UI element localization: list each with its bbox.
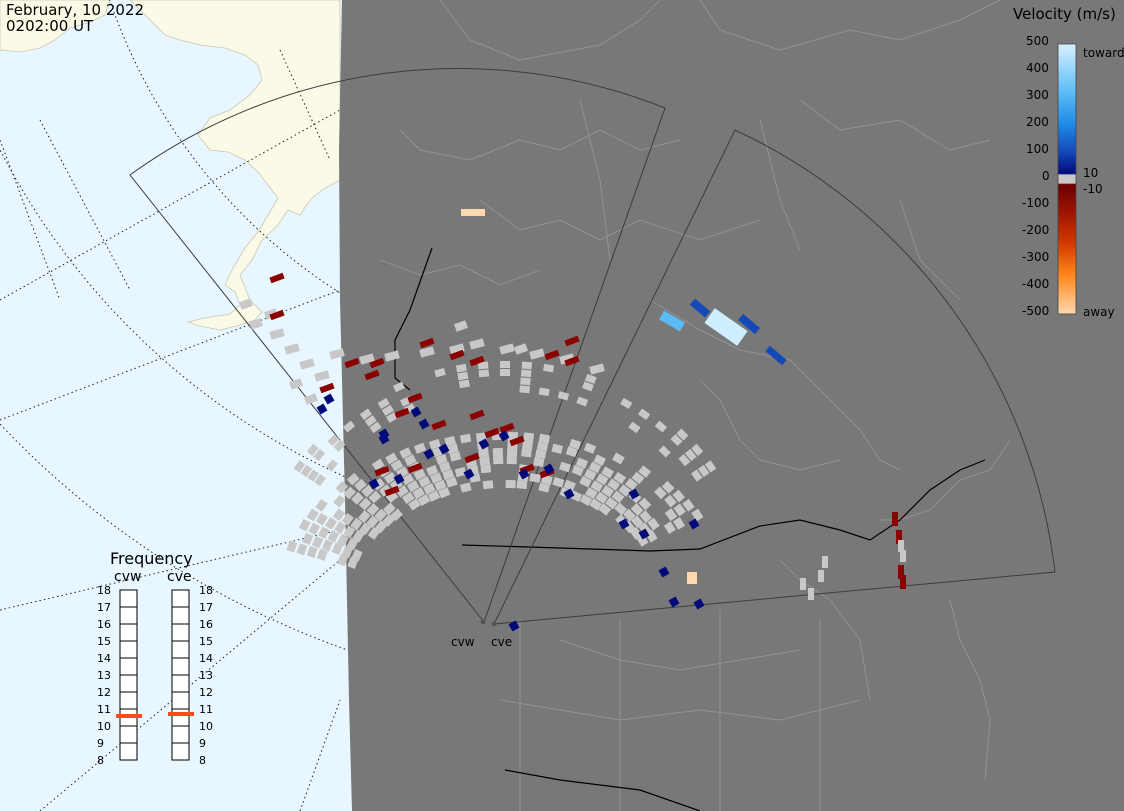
scatter-cell [507, 448, 517, 456]
colorbar-tick: 100 [1026, 142, 1049, 156]
scatter-cell [478, 448, 489, 457]
scatter-cell [517, 480, 528, 489]
frequency-tick: 8 [199, 754, 206, 767]
frequency-tick: 10 [97, 720, 111, 733]
date-title: February, 10 2022 [6, 2, 144, 18]
frequency-tick: 18 [97, 584, 111, 597]
frequency-tick: 15 [199, 635, 213, 648]
frequency-tick: 17 [97, 601, 111, 614]
frequency-tick: 11 [199, 703, 213, 716]
radar-label-cvw: cvw [451, 635, 475, 649]
scatter-cell [480, 464, 491, 473]
colorbar-tick: 400 [1026, 61, 1049, 75]
frequency-tick: 10 [199, 720, 213, 733]
frequency-tick: 16 [97, 618, 111, 631]
frequency-tick: 12 [199, 686, 213, 699]
frequency-tick: 16 [199, 618, 213, 631]
scatter-cell [483, 480, 494, 489]
scatter-cell [539, 434, 550, 444]
scatter-cell [523, 432, 534, 441]
scatter-cell [687, 572, 697, 584]
frequency-tick: 8 [97, 754, 104, 767]
colorbar-tick: -500 [1022, 304, 1049, 318]
scatter-cell [818, 570, 824, 582]
scatter-cell [522, 440, 533, 449]
colorbar-tick: -300 [1022, 250, 1049, 264]
frequency-tick: 18 [199, 584, 213, 597]
radar-label-cve: cve [491, 635, 512, 649]
scatter-cell [520, 377, 531, 385]
scatter-cell [808, 588, 814, 600]
colorbar-title: Velocity (m/s) [1013, 5, 1116, 23]
scatter-cell [521, 448, 532, 457]
scatter-cell [461, 209, 485, 216]
scatter-cell [521, 369, 532, 377]
frequency-tick: 11 [97, 703, 111, 716]
scatter-cell [500, 361, 510, 368]
scatter-cell [522, 361, 533, 369]
scatter-cell [800, 578, 806, 590]
scatter-cell [822, 556, 828, 568]
colorbar-tick: -200 [1022, 223, 1049, 237]
colorbar-toward-label: toward [1083, 46, 1124, 60]
colorbar-tick: -400 [1022, 277, 1049, 291]
frequency-tick: 14 [199, 652, 213, 665]
scatter-cell [507, 456, 517, 464]
cvw-site-marker [481, 620, 486, 625]
colorbar-small-negative: -10 [1083, 182, 1103, 196]
scatter-cell [519, 385, 530, 393]
scatter-cell [892, 512, 898, 526]
colorbar-tick: -100 [1022, 196, 1049, 210]
scatter-cell [493, 448, 503, 456]
frequency-tick: 9 [199, 737, 206, 750]
scatter-cell [479, 456, 490, 465]
colorbar-small-positive: 10 [1083, 166, 1098, 180]
time-title: 0202:00 UT [6, 18, 93, 34]
velocity-colorbar [1058, 44, 1076, 314]
scatter-cell [537, 442, 548, 452]
scatter-cell [533, 457, 544, 467]
frequency-tick: 15 [97, 635, 111, 648]
frequency-title: Frequency [110, 549, 193, 568]
frequency-tick: 14 [97, 652, 111, 665]
scatter-cell [900, 550, 906, 562]
scatter-cell [535, 450, 546, 460]
cvw-frequency-marker [116, 714, 142, 718]
scatter-cell [529, 473, 540, 483]
frequency-tick: 12 [97, 686, 111, 699]
scatter-cell [500, 369, 510, 376]
colorbar-tick: 200 [1026, 115, 1049, 129]
scatter-cell [493, 456, 503, 464]
frequency-tick: 13 [199, 669, 213, 682]
colorbar-tick: 300 [1026, 88, 1049, 102]
colorbar-tick: 500 [1026, 34, 1049, 48]
colorbar-tick: 0 [1042, 169, 1050, 183]
scatter-cell [900, 575, 906, 589]
cve-frequency-marker [168, 712, 194, 716]
scatter-cell [506, 480, 516, 488]
scatter-cell [479, 369, 490, 377]
colorbar-away-label: away [1083, 305, 1115, 319]
night-region [339, 0, 1124, 811]
frequency-label-cvw: cvw [114, 569, 141, 585]
scatter-cell [460, 434, 471, 444]
frequency-label-cve: cve [167, 569, 192, 585]
frequency-tick: 17 [199, 601, 213, 614]
frequency-tick: 13 [97, 669, 111, 682]
frequency-tick: 9 [97, 737, 104, 750]
cve-site-marker [492, 622, 497, 627]
